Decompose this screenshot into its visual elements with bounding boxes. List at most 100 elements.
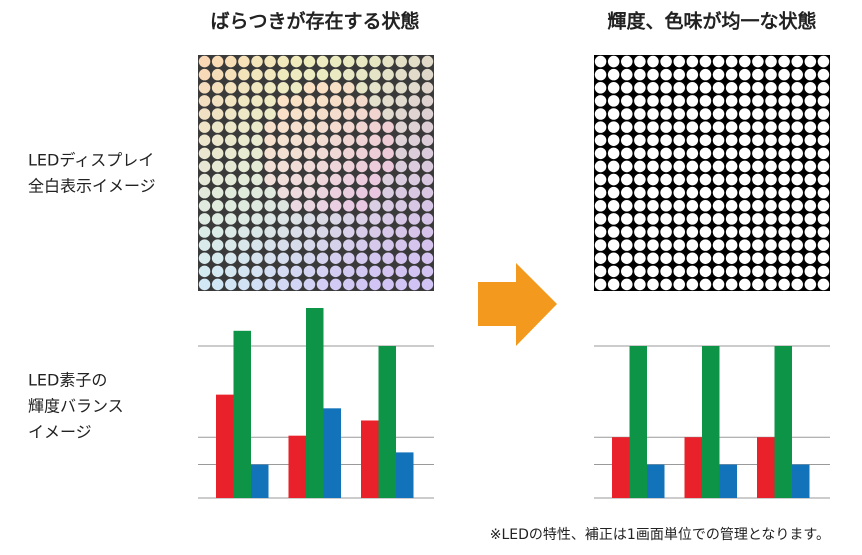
led-dot xyxy=(752,278,764,291)
led-dot xyxy=(725,160,738,173)
led-dot xyxy=(408,147,421,160)
led-dot xyxy=(725,82,738,94)
bar xyxy=(792,464,810,498)
led-dot xyxy=(647,108,659,120)
led-dot xyxy=(765,108,777,120)
led-dot xyxy=(329,252,342,264)
led-dot xyxy=(673,265,685,278)
led-dot xyxy=(607,121,620,133)
led-dot xyxy=(211,265,224,278)
led-dot xyxy=(660,265,672,278)
led-dot xyxy=(238,95,250,107)
led-dot xyxy=(594,147,607,160)
led-dot xyxy=(752,265,764,278)
led-dot xyxy=(264,134,276,146)
led-dot xyxy=(739,213,751,225)
led-dot xyxy=(264,55,276,68)
led-dot xyxy=(421,226,434,238)
led-dot xyxy=(778,55,790,68)
led-dot xyxy=(356,55,368,68)
led-dot xyxy=(647,226,659,238)
led-dot xyxy=(303,147,316,160)
led-dot xyxy=(211,55,224,68)
led-dot xyxy=(778,239,790,251)
led-dot xyxy=(316,95,329,107)
led-dot xyxy=(725,134,738,146)
bar xyxy=(757,437,775,498)
led-dot xyxy=(712,55,725,68)
led-dot xyxy=(251,160,263,173)
led-dot xyxy=(699,173,712,186)
led-dot xyxy=(198,160,211,173)
led-dot xyxy=(673,121,685,133)
led-dot xyxy=(395,252,407,264)
led-dot xyxy=(264,160,276,173)
led-dot xyxy=(647,200,659,212)
led-dot xyxy=(686,200,699,212)
led-dot xyxy=(725,239,738,251)
led-dot xyxy=(356,200,368,212)
led-dot xyxy=(408,252,421,264)
led-dot xyxy=(594,173,607,186)
led-dot xyxy=(594,226,607,238)
led-dot xyxy=(739,82,751,94)
led-dot xyxy=(660,147,672,160)
led-dot xyxy=(804,147,817,160)
led-dot xyxy=(198,82,211,94)
led-dot xyxy=(343,186,355,199)
led-dot xyxy=(225,226,237,238)
led-dot xyxy=(634,68,646,81)
led-dot xyxy=(621,265,633,278)
led-dot xyxy=(238,213,250,225)
led-dot xyxy=(778,134,790,146)
led-dot xyxy=(739,173,751,186)
row-label: 輝度バランス xyxy=(28,397,124,416)
led-dot xyxy=(382,147,394,160)
led-dot xyxy=(369,108,381,120)
led-dot xyxy=(607,147,620,160)
led-dot xyxy=(251,226,263,238)
led-dot xyxy=(778,121,790,133)
led-dot xyxy=(369,239,381,251)
led-dot xyxy=(594,68,607,81)
led-dot xyxy=(198,186,211,199)
led-dot xyxy=(673,186,685,199)
led-dot xyxy=(290,68,303,81)
led-dot xyxy=(607,265,620,278)
led-dot xyxy=(673,68,685,81)
led-dot xyxy=(686,82,699,94)
led-dot xyxy=(251,95,263,107)
led-dot xyxy=(594,186,607,199)
led-dot xyxy=(804,55,817,68)
led-dot xyxy=(303,173,316,186)
led-dot xyxy=(621,213,633,225)
led-dot xyxy=(752,147,764,160)
led-dot xyxy=(251,121,263,133)
led-dot xyxy=(421,68,434,81)
led-dot xyxy=(621,95,633,107)
led-dot xyxy=(198,239,211,251)
led-dot xyxy=(395,55,407,68)
led-dot xyxy=(225,121,237,133)
led-dot xyxy=(634,278,646,291)
led-dot xyxy=(804,173,817,186)
led-dot xyxy=(607,226,620,238)
led-dot xyxy=(791,173,803,186)
led-dot xyxy=(673,55,685,68)
led-dot xyxy=(421,121,434,133)
led-dot xyxy=(264,121,276,133)
led-dot xyxy=(421,95,434,107)
led-dot xyxy=(277,278,289,291)
led-dot xyxy=(804,226,817,238)
led-dot xyxy=(382,160,394,173)
led-dot xyxy=(421,265,434,278)
led-dot xyxy=(725,108,738,120)
led-dot xyxy=(673,160,685,173)
led-dot xyxy=(198,108,211,120)
footnote: ※LEDの特性、補正は1画面単位での管理となります。 xyxy=(490,527,830,543)
led-dot xyxy=(343,160,355,173)
led-dot xyxy=(607,160,620,173)
led-dot xyxy=(791,68,803,81)
led-dot xyxy=(382,82,394,94)
led-dot xyxy=(251,68,263,81)
